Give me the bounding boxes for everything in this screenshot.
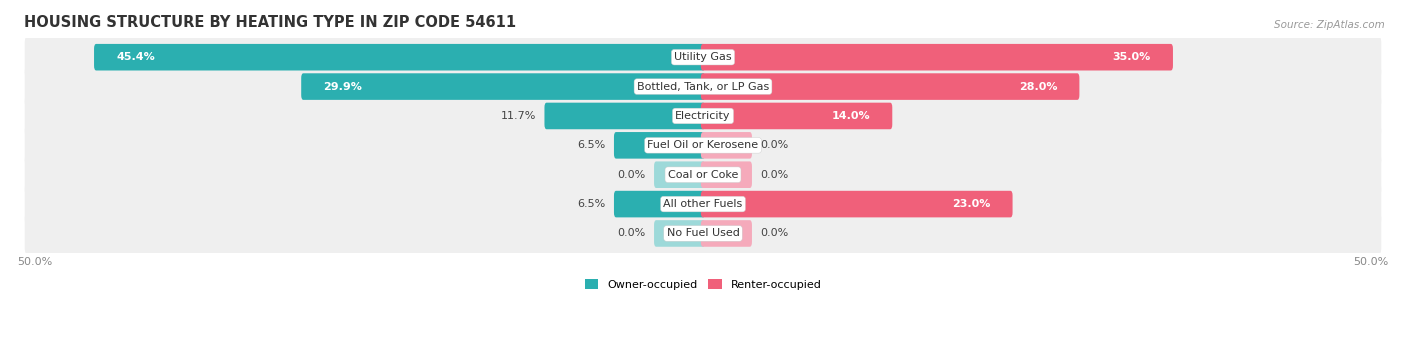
FancyBboxPatch shape	[544, 103, 706, 129]
Text: 28.0%: 28.0%	[1019, 82, 1057, 91]
Text: 0.0%: 0.0%	[761, 140, 789, 150]
Text: 45.4%: 45.4%	[117, 52, 155, 62]
FancyBboxPatch shape	[654, 162, 706, 188]
Text: 23.0%: 23.0%	[952, 199, 990, 209]
FancyBboxPatch shape	[700, 103, 893, 129]
Text: 0.0%: 0.0%	[761, 170, 789, 180]
FancyBboxPatch shape	[700, 191, 1012, 217]
Text: 0.0%: 0.0%	[617, 170, 645, 180]
FancyBboxPatch shape	[700, 132, 752, 159]
FancyBboxPatch shape	[700, 73, 1080, 100]
Text: 11.7%: 11.7%	[501, 111, 536, 121]
FancyBboxPatch shape	[25, 95, 1381, 137]
FancyBboxPatch shape	[301, 73, 706, 100]
Text: 6.5%: 6.5%	[578, 199, 606, 209]
Text: 0.0%: 0.0%	[617, 228, 645, 238]
FancyBboxPatch shape	[700, 162, 752, 188]
FancyBboxPatch shape	[700, 220, 752, 247]
Text: 6.5%: 6.5%	[578, 140, 606, 150]
Text: 29.9%: 29.9%	[323, 82, 363, 91]
Text: Electricity: Electricity	[675, 111, 731, 121]
Text: Utility Gas: Utility Gas	[675, 52, 731, 62]
Text: All other Fuels: All other Fuels	[664, 199, 742, 209]
Legend: Owner-occupied, Renter-occupied: Owner-occupied, Renter-occupied	[581, 275, 825, 294]
Text: HOUSING STRUCTURE BY HEATING TYPE IN ZIP CODE 54611: HOUSING STRUCTURE BY HEATING TYPE IN ZIP…	[24, 15, 516, 30]
FancyBboxPatch shape	[700, 44, 1173, 70]
FancyBboxPatch shape	[25, 124, 1381, 167]
FancyBboxPatch shape	[94, 44, 706, 70]
Text: Bottled, Tank, or LP Gas: Bottled, Tank, or LP Gas	[637, 82, 769, 91]
FancyBboxPatch shape	[614, 191, 706, 217]
FancyBboxPatch shape	[654, 220, 706, 247]
FancyBboxPatch shape	[25, 212, 1381, 255]
Text: Source: ZipAtlas.com: Source: ZipAtlas.com	[1274, 20, 1385, 30]
FancyBboxPatch shape	[25, 153, 1381, 196]
FancyBboxPatch shape	[25, 183, 1381, 225]
Text: 35.0%: 35.0%	[1112, 52, 1150, 62]
FancyBboxPatch shape	[614, 132, 706, 159]
Text: Fuel Oil or Kerosene: Fuel Oil or Kerosene	[647, 140, 759, 150]
FancyBboxPatch shape	[25, 65, 1381, 108]
Text: 14.0%: 14.0%	[831, 111, 870, 121]
Text: 0.0%: 0.0%	[761, 228, 789, 238]
Text: Coal or Coke: Coal or Coke	[668, 170, 738, 180]
Text: No Fuel Used: No Fuel Used	[666, 228, 740, 238]
FancyBboxPatch shape	[25, 36, 1381, 79]
